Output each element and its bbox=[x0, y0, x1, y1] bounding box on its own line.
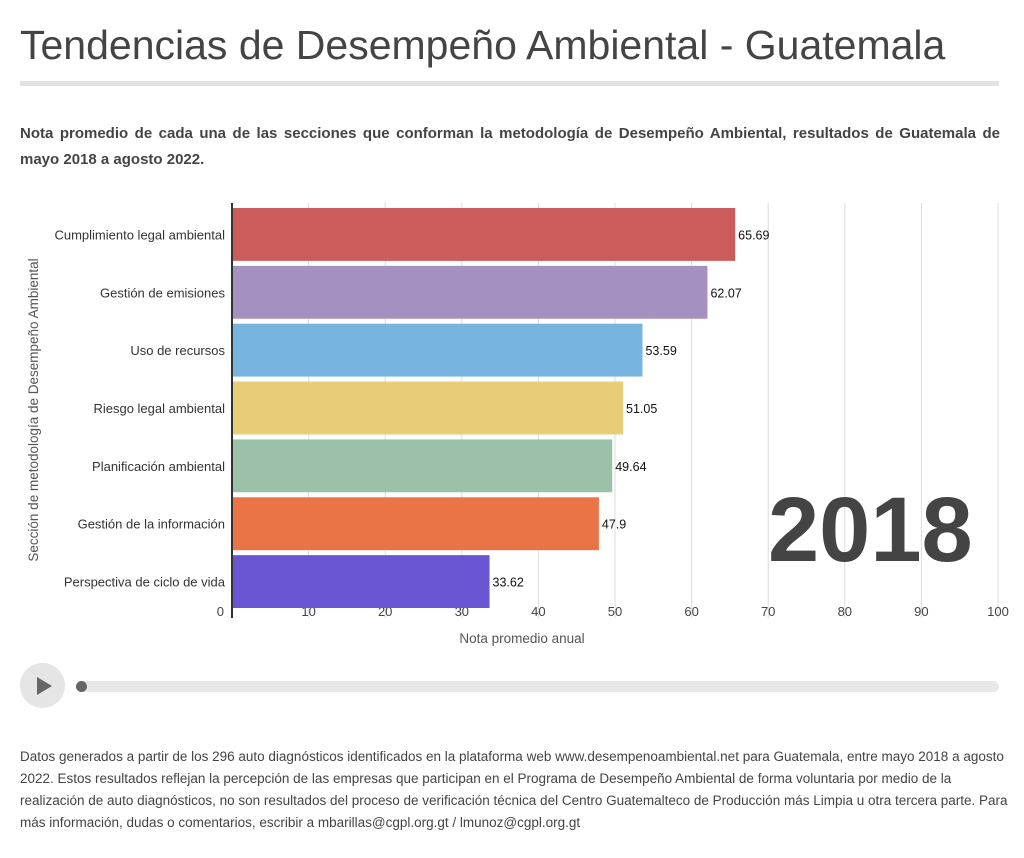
page-title: Tendencias de Desempeño Ambiental - Guat… bbox=[20, 22, 946, 68]
value-label: 47.9 bbox=[602, 518, 626, 532]
bar bbox=[233, 208, 736, 261]
x-axis-title: Nota promedio anual bbox=[459, 631, 584, 646]
bar bbox=[233, 439, 613, 493]
category-label: Perspectiva de ciclo de vida bbox=[64, 575, 226, 590]
category-label: Gestión de emisiones bbox=[100, 285, 226, 300]
x-tick-label: 0 bbox=[217, 604, 224, 619]
value-label: 49.64 bbox=[615, 460, 646, 474]
timeline-slider[interactable] bbox=[76, 681, 999, 692]
bar bbox=[233, 265, 708, 319]
year-label: 2018 bbox=[768, 479, 973, 581]
bar bbox=[233, 381, 624, 435]
value-label: 62.07 bbox=[710, 286, 741, 300]
bar bbox=[233, 555, 490, 608]
x-tick-label: 70 bbox=[761, 604, 775, 619]
footer-note: Datos generados a partir de los 296 auto… bbox=[20, 749, 1008, 830]
x-tick-label: 80 bbox=[838, 604, 852, 619]
bar-chart: 0 10 20 30 40 50 60 70 80 90 100 Cumplimiento lega… bbox=[26, 203, 1009, 646]
x-tick-label: 40 bbox=[531, 604, 545, 619]
title-divider bbox=[20, 81, 999, 86]
value-label: 51.05 bbox=[626, 402, 657, 416]
value-label: 33.62 bbox=[493, 576, 524, 590]
category-label: Cumplimiento legal ambiental bbox=[54, 227, 225, 242]
play-button[interactable] bbox=[20, 663, 65, 708]
category-label: Uso de recursos bbox=[130, 343, 225, 358]
bar bbox=[233, 323, 643, 377]
bar bbox=[233, 497, 599, 551]
category-label: Gestión de la información bbox=[78, 517, 225, 532]
x-tick-label: 100 bbox=[987, 604, 1009, 619]
chart-subtitle: Nota promedio de cada una de las seccion… bbox=[20, 125, 1000, 168]
y-axis-title: Sección de metodología de Desempeño Ambi… bbox=[26, 258, 41, 561]
x-tick-label: 60 bbox=[684, 604, 698, 619]
value-label: 53.59 bbox=[645, 344, 676, 358]
value-label: 65.69 bbox=[738, 228, 769, 242]
slider-handle[interactable] bbox=[76, 681, 87, 692]
x-tick-label: 50 bbox=[608, 604, 622, 619]
category-label: Riesgo legal ambiental bbox=[93, 401, 225, 416]
x-tick-label: 90 bbox=[914, 604, 928, 619]
category-label: Planificación ambiental bbox=[92, 459, 225, 474]
